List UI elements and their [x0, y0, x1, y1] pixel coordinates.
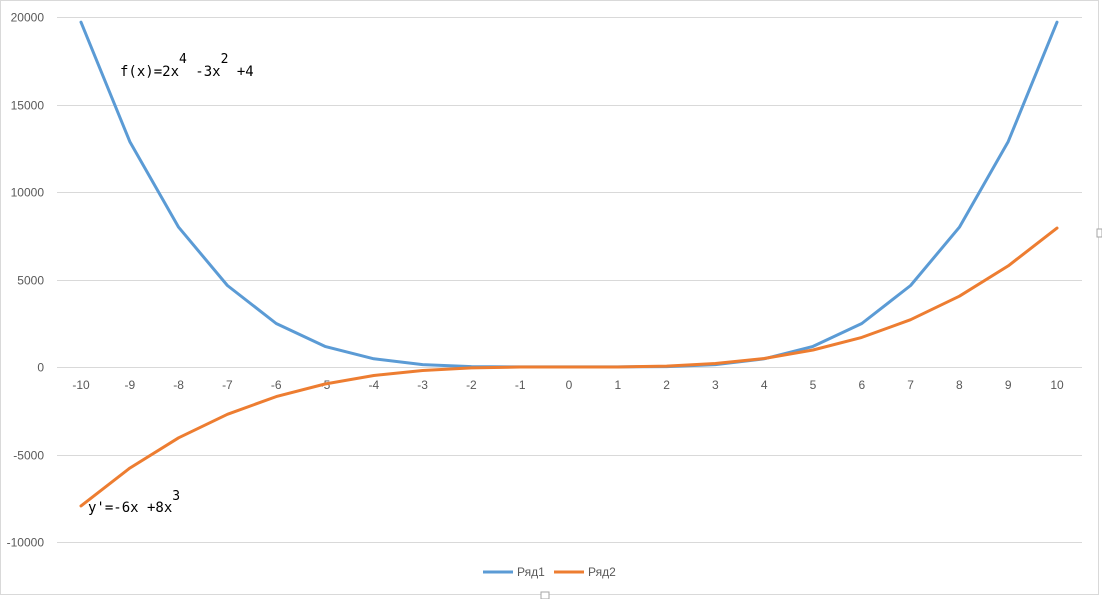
x-tick-label: 5	[810, 378, 817, 392]
x-tick-label: 10	[1050, 378, 1064, 392]
y-tick-label: -10000	[7, 536, 45, 550]
legend-label-2: Ряд2	[588, 565, 616, 579]
x-axis-tick-labels: -10 -9 -8 -7 -6 -5 -4 -3 -2 -1 0 1 2 3 4 5 6 7 8 9 10	[72, 378, 1064, 392]
x-tick-label: 4	[761, 378, 768, 392]
legend-label-1: Ряд1	[517, 565, 545, 579]
y-axis-tick-labels: 20000 15000 10000 5000 0 -5000 -10000	[7, 11, 45, 550]
x-tick-label: 6	[858, 378, 865, 392]
y-tick-label: 5000	[17, 274, 44, 288]
legend: Ряд1 Ряд2	[483, 565, 616, 579]
x-tick-label: -4	[368, 378, 379, 392]
x-tick-label: -6	[271, 378, 282, 392]
series-line-2	[79, 226, 1059, 508]
x-tick-label: 8	[956, 378, 963, 392]
x-tick-label: 2	[663, 378, 670, 392]
x-tick-label: -10	[72, 378, 90, 392]
x-tick-label: 1	[614, 378, 621, 392]
x-tick-label: -1	[515, 378, 526, 392]
x-tick-label: 9	[1005, 378, 1012, 392]
x-tick-label: -3	[417, 378, 428, 392]
function-annotation: f(x)=2x4 -3x2 +4	[120, 52, 254, 80]
x-tick-label: -7	[222, 378, 233, 392]
x-tick-label: 0	[566, 378, 573, 392]
y-tick-label: 0	[37, 361, 44, 375]
y-tick-label: -5000	[13, 449, 44, 463]
x-tick-label: 3	[712, 378, 719, 392]
x-tick-label: -2	[466, 378, 477, 392]
y-tick-label: 10000	[11, 186, 45, 200]
resize-handle-bottom[interactable]	[540, 591, 550, 599]
series-lines	[79, 20, 1059, 508]
derivative-annotation: y'=-6x +8x3	[88, 489, 180, 516]
x-tick-label: 7	[907, 378, 914, 392]
resize-handle-right[interactable]	[1096, 228, 1102, 238]
x-tick-label: -8	[173, 378, 184, 392]
series-line-1	[79, 20, 1059, 369]
x-tick-label: -9	[124, 378, 135, 392]
y-tick-label: 20000	[11, 11, 45, 25]
y-tick-label: 15000	[11, 99, 45, 113]
gridlines	[57, 17, 1082, 543]
